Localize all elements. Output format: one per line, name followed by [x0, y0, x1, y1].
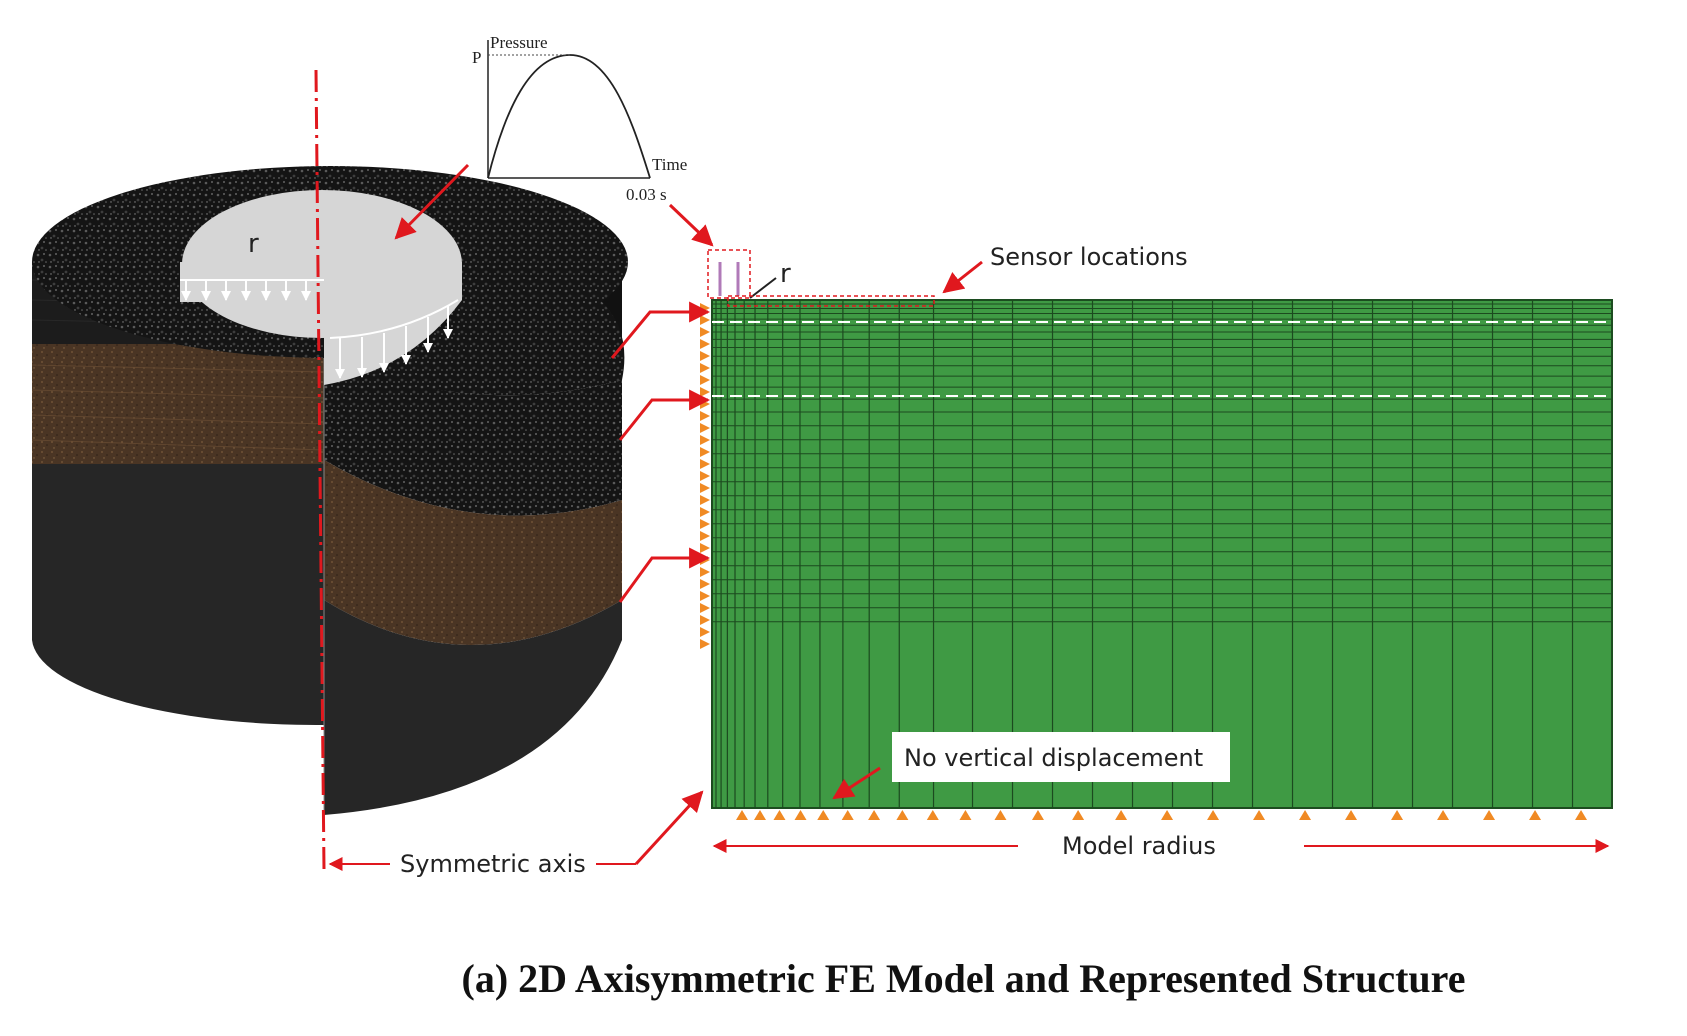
pulse-peak-label: P: [472, 48, 481, 67]
asphalt-to-model-arrow: [610, 301, 711, 359]
pulse-x-label: Time: [652, 155, 687, 174]
fe-mesh: [711, 299, 1613, 809]
subgrade-to-model-arrow: [618, 547, 711, 603]
bottom-bc-label-box: [892, 732, 1230, 782]
cylinder-radius-label: r: [248, 229, 259, 259]
mesh-domain: [711, 299, 1613, 809]
subgrade-layer-side: [32, 464, 324, 726]
mesh-horizontal-lines: [712, 299, 1612, 623]
base-stripes: [31, 364, 325, 451]
model-radius-label: r: [780, 259, 791, 289]
load-arrows-right: [329, 299, 459, 379]
pressure-pulse-inset: Pressure P Time 0.03 s: [472, 33, 687, 204]
symmetric-axis-label: Symmetric axis: [400, 850, 586, 878]
subgrade-layer-cut: [324, 600, 622, 815]
model-load-box: [707, 249, 751, 299]
model-radius-text: Model radius: [1062, 832, 1216, 860]
pulse-y-label: Pressure: [490, 33, 548, 52]
sensor-region-box: [727, 295, 935, 307]
bottom-bc-arrow: [832, 766, 881, 800]
pulse-duration-label: 0.03 s: [626, 185, 667, 204]
base-to-model-arrow: [618, 389, 711, 441]
symmetric-axis-arrow-right: [634, 790, 704, 866]
sensor-locations-label: Sensor locations: [990, 243, 1188, 271]
model-load-arrows: [718, 262, 740, 296]
pulse-to-plate-arrow: [394, 163, 470, 240]
pulse-to-model-arrow: [668, 203, 714, 247]
symmetry-axis-line: [314, 69, 326, 871]
pavement-cylinder: r: [31, 166, 628, 815]
base-layer-side: [32, 344, 324, 464]
sensor-arrow: [942, 260, 983, 294]
bottom-boundary-supports: [736, 810, 1588, 820]
figure-caption: (a) 2D Axisymmetric FE Model and Represe…: [461, 956, 1466, 1001]
base-layer-cut: [324, 460, 622, 645]
bottom-bc-label: No vertical displacement: [904, 744, 1203, 772]
mesh-vertical-lines: [711, 300, 1574, 808]
left-boundary-supports: [700, 303, 710, 649]
load-arrows-left: [180, 279, 324, 301]
pulse-curve: [487, 54, 651, 179]
